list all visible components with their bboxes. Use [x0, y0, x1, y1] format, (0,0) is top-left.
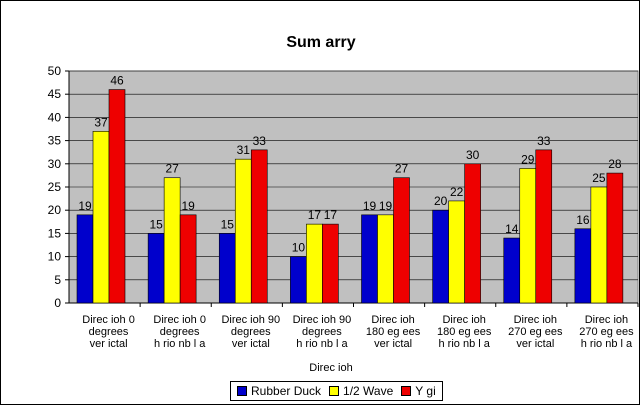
x-tick-label: Direc ioh — [442, 314, 485, 326]
y-tick-label: 35 — [48, 134, 62, 148]
bar — [108, 89, 126, 304]
y-tick-label: 50 — [48, 64, 62, 78]
data-label: 33 — [253, 134, 267, 148]
bar — [306, 223, 323, 304]
x-tick-label: ver ictal — [374, 338, 412, 350]
data-label: 14 — [505, 222, 519, 236]
legend-label: Rubber Duck — [251, 384, 322, 398]
data-label: 17 — [324, 208, 338, 222]
bar — [250, 149, 268, 304]
data-label: 19 — [379, 199, 393, 213]
bar — [519, 168, 537, 304]
data-label: 10 — [292, 241, 306, 255]
legend-swatch — [401, 386, 412, 396]
x-tick-label: ver ictal — [90, 338, 128, 350]
bar — [290, 256, 307, 304]
data-label: 19 — [363, 199, 377, 213]
data-label: 27 — [395, 162, 409, 176]
bar — [322, 223, 339, 304]
data-label: 17 — [308, 208, 322, 222]
bar — [503, 237, 521, 304]
data-label: 15 — [149, 217, 163, 231]
x-tick-label: Direc ioh — [514, 314, 557, 326]
bar — [590, 186, 608, 304]
x-tick-label: ver ictal — [232, 338, 270, 350]
y-tick-label: 30 — [48, 157, 62, 171]
data-label: 30 — [466, 148, 480, 162]
y-tick-label: 10 — [48, 250, 62, 264]
y-tick-label: 20 — [48, 203, 62, 217]
legend-label: 1/2 Wave — [343, 384, 394, 398]
bar — [535, 149, 553, 304]
x-tick-label: 270 eg ees — [508, 326, 563, 338]
x-tick-label: Direc ioh 90 — [293, 314, 352, 326]
x-tick-label: Direc ioh 0 — [82, 314, 135, 326]
y-tick-label: 0 — [54, 296, 61, 310]
bar — [393, 177, 410, 304]
bar — [234, 158, 252, 304]
bar — [147, 233, 165, 304]
y-tick-label: 40 — [48, 110, 62, 124]
bar — [574, 228, 592, 304]
legend-item: 1/2 Wave — [329, 384, 393, 398]
data-label: 31 — [237, 143, 251, 157]
bar — [432, 209, 449, 304]
legend-label: Y gi — [415, 384, 436, 398]
bar — [76, 214, 94, 304]
x-tick-label: Direc ioh — [585, 314, 628, 326]
x-tick-label: degrees — [89, 326, 129, 338]
data-label: 27 — [165, 162, 179, 176]
data-label: 46 — [110, 74, 124, 88]
data-label: 33 — [537, 134, 551, 148]
y-tick-label: 5 — [54, 273, 61, 287]
y-tick-label: 15 — [48, 226, 62, 240]
data-label: 37 — [94, 115, 108, 129]
x-tick-label: degrees — [302, 326, 342, 338]
data-label: 16 — [576, 213, 590, 227]
data-label: 15 — [221, 217, 235, 231]
data-label: 20 — [434, 194, 448, 208]
legend-swatch — [237, 386, 247, 396]
bar — [361, 214, 378, 304]
legend-item: Y gi — [401, 384, 436, 398]
x-tick-label: 270 eg ees — [579, 326, 634, 338]
legend-swatch — [329, 386, 340, 396]
bar — [448, 200, 465, 304]
data-label: 19 — [78, 199, 92, 213]
data-label: 19 — [181, 199, 195, 213]
data-label: 25 — [592, 171, 606, 185]
bar — [218, 233, 236, 304]
x-tick-label: degrees — [160, 326, 200, 338]
x-tick-label: degrees — [231, 326, 271, 338]
bar — [179, 214, 197, 304]
data-label: 22 — [450, 185, 464, 199]
legend-item: Rubber Duck — [237, 384, 321, 398]
x-tick-label: h rio nb l a — [154, 338, 206, 350]
x-tick-label: 180 eg ees — [366, 326, 421, 338]
x-tick-label: h rio nb l a — [581, 338, 633, 350]
bar — [92, 131, 110, 304]
x-tick-label: 180 eg ees — [437, 326, 492, 338]
x-tick-label: Direc ioh 90 — [221, 314, 280, 326]
x-axis-label: Direc ioh — [309, 362, 352, 374]
data-label: 29 — [521, 152, 535, 166]
chart-title: Sum arry — [286, 34, 355, 51]
bar — [464, 163, 481, 304]
y-tick-label: 45 — [48, 87, 62, 101]
x-tick-label: h rio nb l a — [296, 338, 348, 350]
x-tick-label: Direc ioh — [371, 314, 414, 326]
x-tick-label: ver ictal — [516, 338, 554, 350]
legend: Rubber Duck 1/2 Wave Y gi — [230, 381, 443, 401]
bar — [377, 214, 394, 304]
bar — [606, 172, 624, 304]
x-tick-label: h rio nb l a — [439, 338, 491, 350]
x-tick-label: Direc ioh 0 — [153, 314, 206, 326]
bar — [163, 177, 181, 304]
y-tick-label: 25 — [48, 180, 62, 194]
data-label: 28 — [608, 157, 622, 171]
